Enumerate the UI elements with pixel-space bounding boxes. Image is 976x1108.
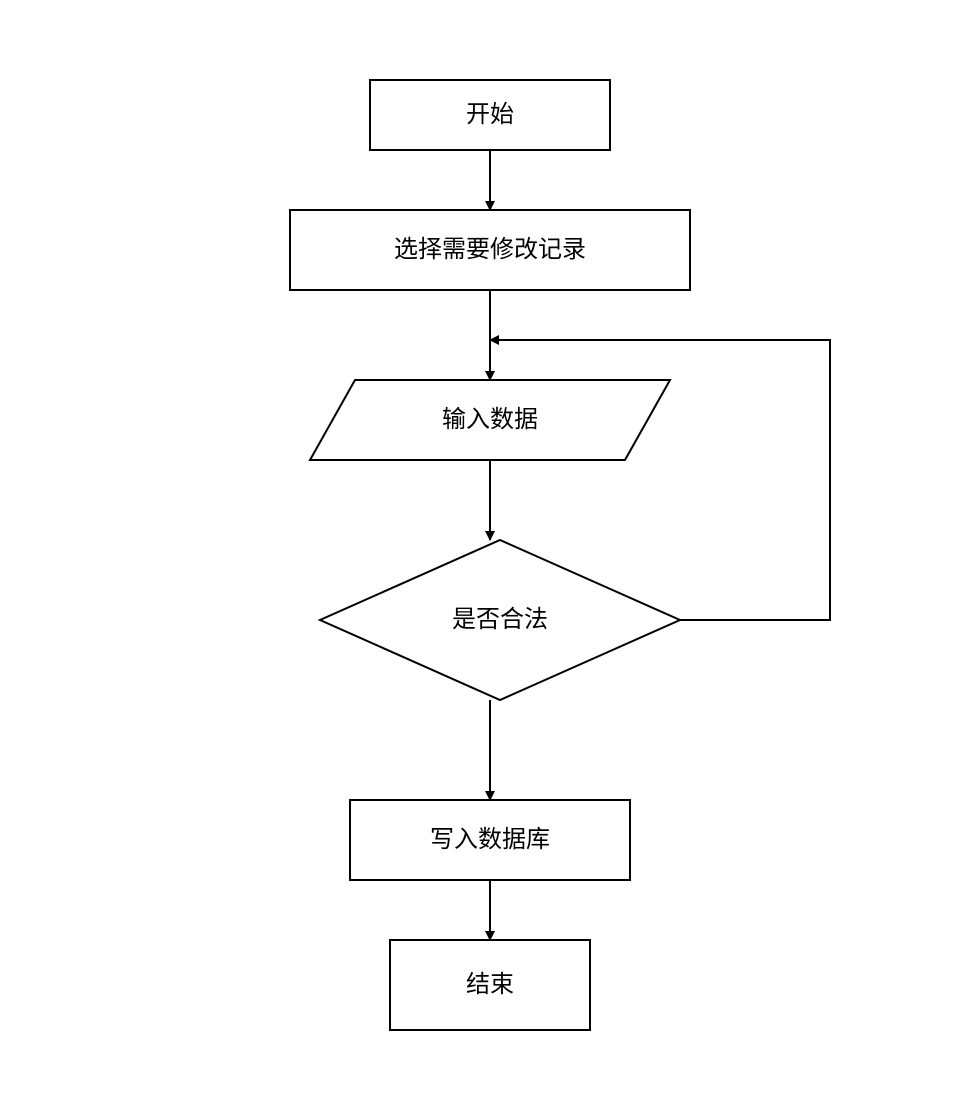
- node-select-label: 选择需要修改记录: [394, 236, 586, 263]
- node-write-label: 写入数据库: [430, 826, 550, 853]
- node-start: 开始: [370, 80, 610, 150]
- node-input-label: 输入数据: [442, 406, 538, 433]
- node-valid-label: 是否合法: [452, 606, 548, 633]
- node-write: 写入数据库: [350, 800, 630, 880]
- node-end-label: 结束: [466, 971, 514, 998]
- node-input: 输入数据: [310, 380, 670, 460]
- node-start-label: 开始: [466, 101, 514, 128]
- node-end: 结束: [390, 940, 590, 1030]
- node-select: 选择需要修改记录: [290, 210, 690, 290]
- flowchart-canvas: 开始选择需要修改记录输入数据是否合法写入数据库结束: [0, 0, 976, 1108]
